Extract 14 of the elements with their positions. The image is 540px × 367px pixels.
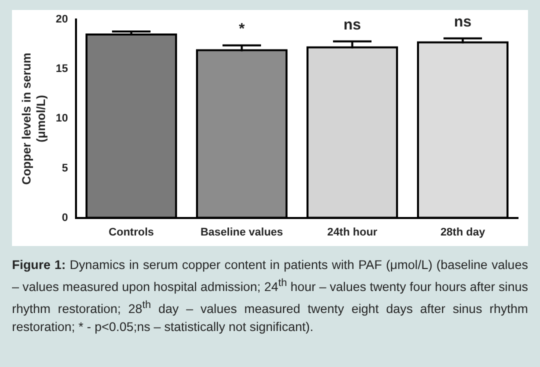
x-tick-label: 24th hour — [327, 226, 378, 238]
y-tick-label: 0 — [62, 212, 68, 224]
x-tick-label: Controls — [108, 226, 154, 238]
y-tick-label: 5 — [62, 162, 68, 174]
y-axis-title: Copper levels in serum (μmol/L) — [20, 52, 48, 185]
y-tick-label: 15 — [56, 63, 68, 76]
x-tick-label: Baseline values — [200, 226, 284, 238]
data-label: * — [238, 20, 245, 38]
x-tick-label: 28th day — [440, 226, 486, 238]
y-tick-label: 20 — [56, 14, 68, 26]
text: Figure 1: — [12, 258, 66, 272]
data-label: ns — [344, 16, 362, 34]
y-tick-label: 10 — [56, 112, 68, 125]
data-label: ns — [454, 14, 472, 31]
